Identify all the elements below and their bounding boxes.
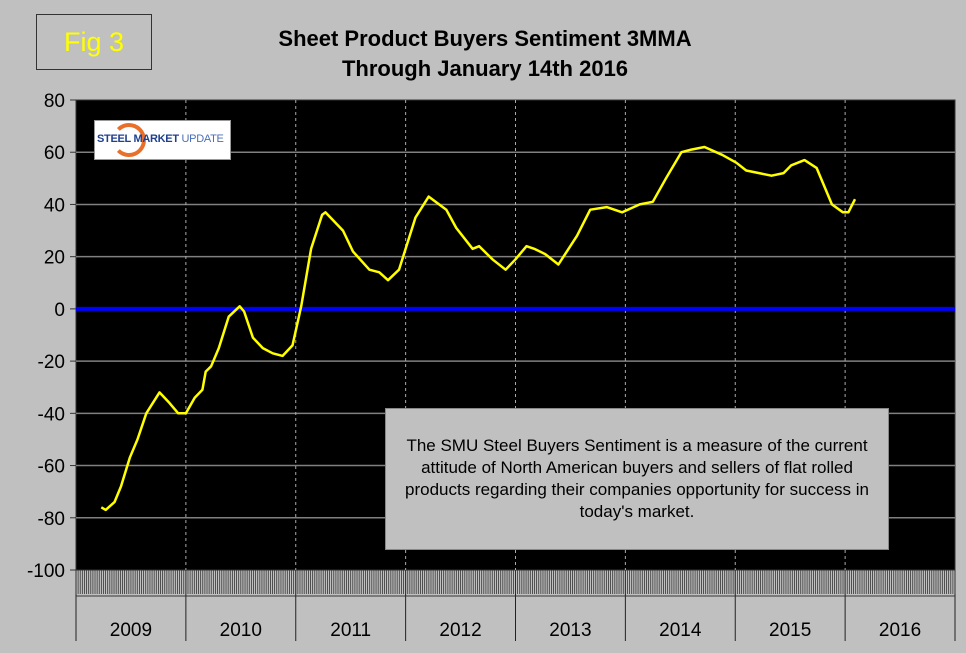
logo-arc-icon bbox=[112, 123, 146, 157]
chart-subtitle: Through January 14th 2016 bbox=[341, 56, 629, 81]
x-tick-label: 2016 bbox=[879, 620, 921, 641]
x-tick-label: 2010 bbox=[220, 620, 262, 641]
y-tick-label: 0 bbox=[54, 300, 65, 321]
y-tick-label: -60 bbox=[38, 457, 65, 478]
x-tick-label: 2015 bbox=[769, 620, 811, 641]
chart-title-main: Sheet Product Buyers Sentiment 3MMA bbox=[278, 26, 692, 51]
chart-title: Sheet Product Buyers Sentiment 3MMA Thro… bbox=[160, 24, 810, 84]
x-tick-label: 2011 bbox=[330, 620, 371, 641]
x-tick-label: 2009 bbox=[110, 620, 152, 641]
y-tick-label: -40 bbox=[38, 404, 65, 425]
x-tick-label: 2014 bbox=[659, 620, 702, 641]
y-tick-label: 40 bbox=[44, 195, 65, 216]
figure-label: Fig 3 bbox=[36, 14, 152, 70]
y-tick-label: -20 bbox=[38, 352, 65, 373]
description-note: The SMU Steel Buyers Sentiment is a meas… bbox=[385, 408, 889, 550]
y-tick-label: 80 bbox=[44, 91, 65, 112]
logo-text: STEEL MARKET UPDATE bbox=[97, 133, 224, 145]
y-tick-label: 20 bbox=[44, 248, 65, 269]
x-tick-label: 2013 bbox=[549, 620, 591, 641]
y-tick-label: -100 bbox=[27, 561, 65, 582]
y-tick-label: -80 bbox=[38, 509, 65, 530]
x-tick-label: 2012 bbox=[439, 620, 481, 641]
steel-market-update-logo: STEEL MARKET UPDATE bbox=[94, 120, 231, 160]
y-tick-label: 60 bbox=[44, 143, 65, 164]
